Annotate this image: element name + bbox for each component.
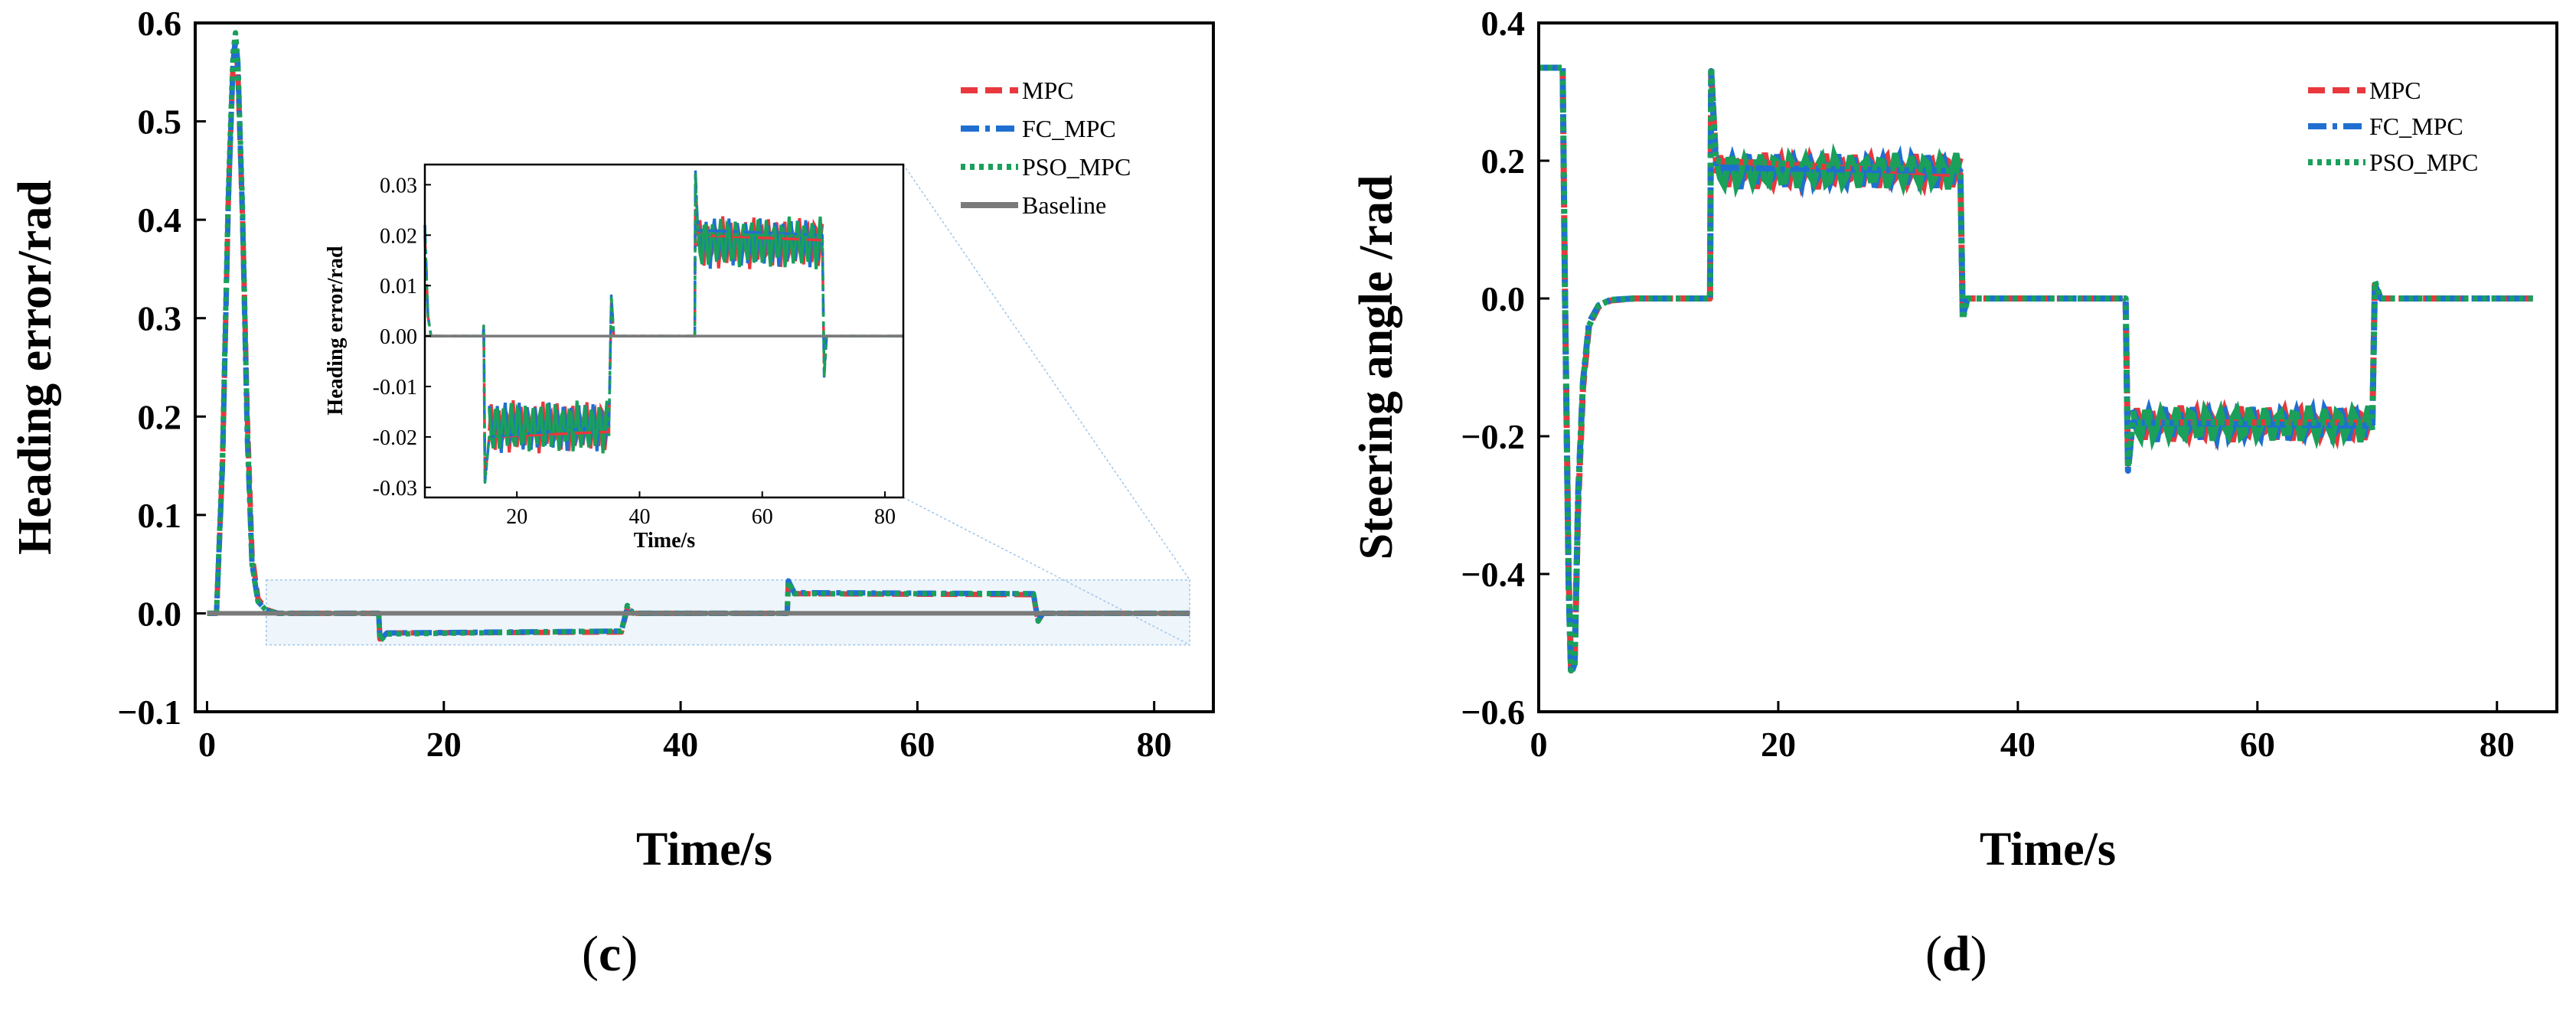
series-line-d-pso-mpc — [1539, 64, 2533, 673]
legend-label-mpc: MPC — [1022, 77, 1074, 104]
x-tick-label: 40 — [2000, 725, 2036, 764]
series-group-c — [207, 30, 1190, 644]
panel-letter-d: d — [1942, 926, 1970, 982]
x-tick-label: 60 — [752, 505, 773, 529]
x-tick-label: 80 — [1137, 725, 1172, 764]
y-tick-label: −0.6 — [1461, 693, 1525, 732]
y-tick-label: 0.4 — [138, 201, 182, 240]
legend-c: MPC FC_MPC PSO_MPC Baseline — [961, 77, 1131, 219]
legend-d: MPC FC_MPC PSO_MPC — [2308, 77, 2478, 176]
inset-oscillation-1-pso-mpc — [696, 216, 824, 269]
x-tick-label: 20 — [1761, 725, 1796, 764]
inset-y-label: Heading error/rad — [324, 246, 348, 416]
x-tick-label: 20 — [426, 725, 462, 764]
chart-panel-c: 0 20 40 60 80 −0.1 0.0 0.1 0.2 0.3 0.4 0.5 0.6 Time/… — [9, 4, 1215, 982]
y-tick-label: 0.2 — [1481, 142, 1526, 181]
y-tick-label: 0.2 — [138, 397, 182, 436]
inset-chart: 20 40 60 80-0.03-0.02-0.010.000.010.020.03 … — [324, 163, 905, 553]
y-axis-label-d: Steering angle /rad — [1350, 175, 1402, 560]
y-tick-label: 0.0 — [1481, 279, 1526, 318]
x-tick-label: 40 — [628, 505, 650, 529]
zoom-connector-bottom — [903, 497, 1190, 646]
x-tick-label: 60 — [2240, 725, 2275, 764]
inset-oscillation-0-pso-mpc — [488, 400, 611, 454]
y-tick-label: 0.00 — [380, 325, 417, 349]
y-tick-label: 0.4 — [1481, 4, 1526, 43]
x-tick-label: 80 — [2480, 725, 2515, 764]
x-axis-label-d: Time/s — [1980, 823, 2116, 876]
plot-frame-c — [194, 21, 1215, 713]
chart-panel-d: 0 20 40 60 80 −0.6 −0.4 −0.2 0.0 0.2 0.4 Time/s St… — [1350, 4, 2558, 982]
inset-ticks: 20 40 60 80 -0.03 -0.02 -0.01 0.00 0.01 0.02 0.03 — [373, 174, 896, 529]
x-tick-label: 0 — [198, 725, 216, 764]
zoom-connector-top — [903, 164, 1190, 581]
y-tick-label: 0.5 — [138, 103, 182, 142]
legend-label-mpc-d: MPC — [2369, 77, 2421, 104]
series-group-d — [1539, 64, 2533, 677]
y-tick-label: −0.4 — [1461, 555, 1525, 594]
inset-x-label: Time/s — [634, 529, 695, 553]
x-tick-label: 60 — [899, 725, 935, 764]
panel-label-d: (d) — [1925, 926, 1987, 982]
inset-series-group — [423, 168, 903, 484]
legend-label-fc-mpc: FC_MPC — [1022, 115, 1116, 142]
series-line-d-fc-mpc — [1539, 64, 2533, 677]
y-tick-label: 0.1 — [138, 496, 182, 535]
y-tick-label: 0.03 — [380, 174, 417, 197]
x-tick-label: 80 — [874, 505, 896, 529]
y-tick-label: -0.03 — [373, 477, 417, 501]
legend-label-pso-mpc-d: PSO_MPC — [2369, 148, 2478, 176]
y-tick-label: 0.02 — [380, 224, 417, 248]
plot-frame-d — [1537, 21, 2558, 713]
ticks-c: 0 20 40 60 80 −0.1 0.0 0.1 0.2 0.3 0.4 0.5 0.6 — [117, 4, 1171, 764]
y-tick-label: -0.02 — [373, 426, 417, 450]
panel-letter-c: c — [599, 926, 621, 982]
legend-label-baseline: Baseline — [1022, 191, 1106, 219]
y-tick-label: −0.1 — [117, 693, 181, 732]
y-tick-label: 0.3 — [138, 299, 182, 338]
x-tick-label: 0 — [1530, 725, 1548, 764]
ticks-d: 0 20 40 60 80 −0.6 −0.4 −0.2 0.0 0.2 0.4 — [1461, 4, 2514, 764]
y-tick-label: 0.01 — [380, 275, 417, 298]
panel-label-c: (c) — [582, 926, 638, 982]
y-tick-label: −0.2 — [1461, 417, 1525, 456]
x-tick-label: 40 — [663, 725, 698, 764]
legend-label-fc-mpc-d: FC_MPC — [2369, 113, 2463, 140]
y-tick-label: 0.6 — [138, 4, 182, 43]
x-tick-label: 20 — [506, 505, 527, 529]
y-tick-label: 0.0 — [138, 594, 182, 633]
y-tick-label: -0.01 — [373, 376, 417, 400]
legend-label-pso-mpc: PSO_MPC — [1022, 153, 1131, 181]
x-axis-label-c: Time/s — [636, 823, 772, 876]
y-axis-label-c: Heading error/rad — [9, 180, 61, 555]
inset-frame — [423, 163, 905, 499]
